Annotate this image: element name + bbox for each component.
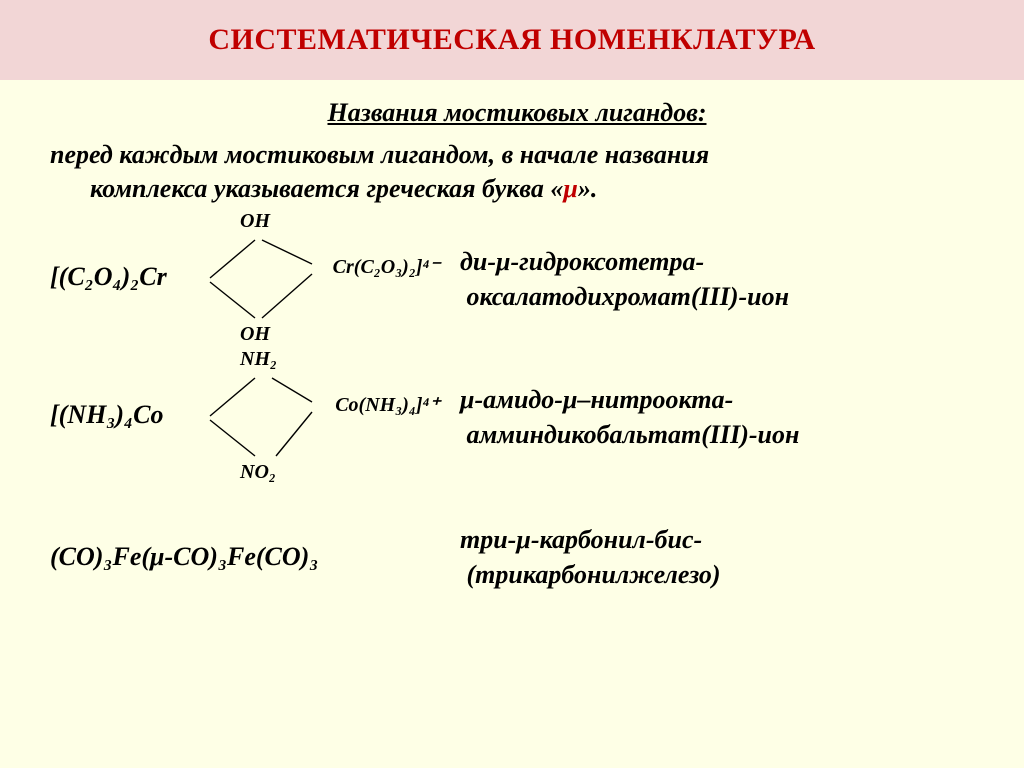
ex1-name-line2: оксалатодихромат(III)-ион <box>467 282 790 311</box>
ex3-name-line2: (трикарбонилжелезо) <box>467 560 721 589</box>
ex3-mu: μ <box>516 525 530 554</box>
bridge-lines-1 <box>200 232 330 326</box>
bridge-diagram-2: [(NH₃)₄Co NH₂ NO₂ Co(NH₃)₄]⁴⁺ <box>50 352 440 482</box>
example-3: (CO)₃Fe(μ-CO)₃Fe(CO)₃ три-μ-карбонил-бис… <box>50 512 984 602</box>
example-1-name: ди-μ-гидроксотетра- оксалатодихромат(III… <box>460 244 984 314</box>
example-1: [(C₂O₄)₂Cr OH OH Cr(C₂O₃)₂]⁴⁻ ди-μ-гидр <box>50 214 984 344</box>
example-1-structure: [(C₂O₄)₂Cr OH OH Cr(C₂O₃)₂]⁴⁻ <box>50 214 460 344</box>
slide-header: СИСТЕМАТИЧЕСКАЯ НОМЕНКЛАТУРА <box>0 0 1024 80</box>
ex2-left-formula: [(NH₃)₄Co <box>50 400 163 430</box>
intro-text: перед каждым мостиковым лигандом, в нача… <box>50 138 984 206</box>
ex2-name-line2: амминдикобальтат(III)-ион <box>467 420 800 449</box>
intro-close: ». <box>578 174 598 203</box>
ex1-bridge-bottom: OH <box>240 323 270 346</box>
intro-mu: μ <box>563 174 577 203</box>
examples: [(C₂O₄)₂Cr OH OH Cr(C₂O₃)₂]⁴⁻ ди-μ-гидр <box>50 214 984 602</box>
bridge-lines-2 <box>200 370 330 464</box>
intro-line2-wrap: комплекса указывается греческая буква «μ… <box>50 172 597 206</box>
ex2-mu1: μ <box>460 385 474 414</box>
ex3-formula-b: -CO)₃Fe(CO)₃ <box>165 542 319 571</box>
ex3-formula-a: (CO)₃Fe( <box>50 542 150 571</box>
example-2-name: μ-амидо-μ–нитроокта- амминдикобальтат(II… <box>460 382 984 452</box>
ex2-name-mid1: -амидо- <box>474 385 563 414</box>
ex1-name-mid1: -гидроксотетра- <box>511 247 705 276</box>
ex2-bridge-top: NH₂ <box>240 348 277 371</box>
ex2-name-mid2: –нитроокта- <box>577 385 733 414</box>
example-3-formula: (CO)₃Fe(μ-CO)₃Fe(CO)₃ <box>50 542 460 572</box>
ex1-name-prefix: ди- <box>460 247 496 276</box>
intro-line2: комплекса указывается греческая буква « <box>90 174 563 203</box>
intro-line1: перед каждым мостиковым лигандом, в нача… <box>50 140 709 169</box>
example-3-name: три-μ-карбонил-бис- (трикарбонилжелезо) <box>460 522 984 592</box>
ex2-bridge-bottom: NO₂ <box>240 461 276 484</box>
ex3-name-mid: -карбонил-бис- <box>531 525 702 554</box>
ex2-right-formula: Co(NH₃)₄]⁴⁺ <box>335 392 440 417</box>
example-2-structure: [(NH₃)₄Co NH₂ NO₂ Co(NH₃)₄]⁴⁺ <box>50 352 460 482</box>
ex1-left-formula: [(C₂O₄)₂Cr <box>50 262 167 292</box>
slide: СИСТЕМАТИЧЕСКАЯ НОМЕНКЛАТУРА Названия мо… <box>0 0 1024 768</box>
ex1-right-formula: Cr(C₂O₃)₂]⁴⁻ <box>333 254 440 279</box>
bridge-diagram-1: [(C₂O₄)₂Cr OH OH Cr(C₂O₃)₂]⁴⁻ <box>50 214 440 344</box>
example-2: [(NH₃)₄Co NH₂ NO₂ Co(NH₃)₄]⁴⁺ μ-амидо-μ <box>50 352 984 482</box>
slide-title: СИСТЕМАТИЧЕСКАЯ НОМЕНКЛАТУРА <box>208 23 815 57</box>
ex1-bridge-top: OH <box>240 210 270 233</box>
ex3-formula-mu: μ <box>150 542 164 571</box>
subtitle: Названия мостиковых лигандов: <box>50 98 984 128</box>
ex1-mu1: μ <box>496 247 510 276</box>
ex3-name-prefix: три- <box>460 525 516 554</box>
slide-content: Названия мостиковых лигандов: перед кажд… <box>0 80 1024 768</box>
ex2-mu2: μ <box>563 385 577 414</box>
